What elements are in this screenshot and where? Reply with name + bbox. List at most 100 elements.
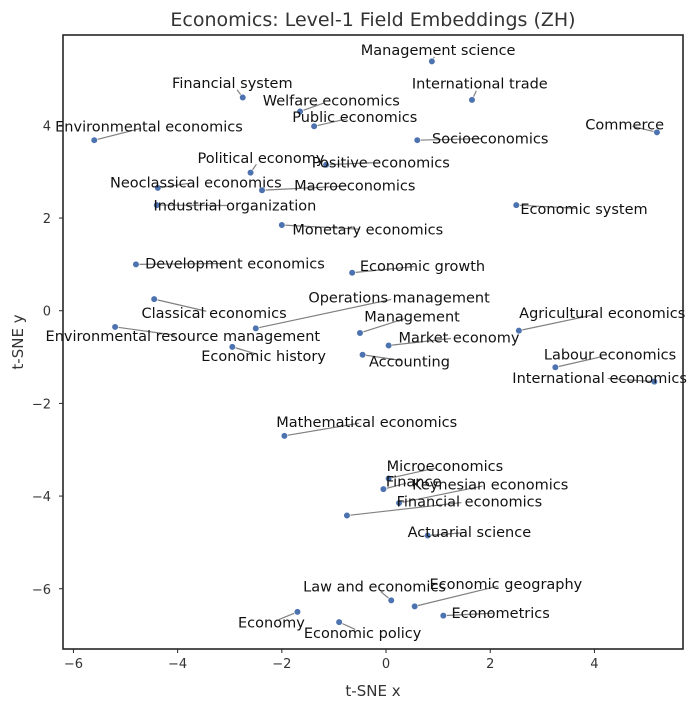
data-point (379, 485, 388, 493)
leader-line (299, 102, 324, 113)
leader-line (359, 318, 405, 334)
leader-line (518, 314, 595, 332)
data-points (90, 57, 661, 626)
leader-line (398, 485, 483, 504)
y-tick-label: −4 (32, 490, 51, 505)
point-label: Environmental economics (55, 119, 243, 135)
point-label: Classical economics (141, 306, 286, 322)
leader-line (388, 467, 438, 480)
x-axis-ticks: −6 −4 −2 0 2 4 (64, 649, 599, 672)
data-point (252, 324, 260, 332)
point-label: Microeconomics (387, 459, 504, 475)
data-point (335, 618, 343, 626)
point-label: Labour economics (544, 348, 676, 364)
x-tick-label: −6 (64, 657, 83, 672)
point-label: Welfare economics (263, 93, 400, 109)
y-tick-label: −6 (32, 583, 51, 598)
leader-line (94, 127, 142, 141)
leader-line (362, 354, 402, 362)
leader-line (281, 224, 360, 230)
leader-line (555, 355, 603, 368)
chart-title: Economics: Level-1 Field Embeddings (ZH) (170, 9, 575, 31)
data-point (385, 341, 393, 350)
leader-line (516, 204, 577, 209)
point-label: Law and economics (303, 579, 446, 595)
data-point (246, 169, 255, 177)
leader-line (154, 298, 207, 312)
point-label: International trade (412, 77, 548, 93)
data-point (512, 201, 520, 209)
leader-line (346, 501, 462, 517)
point-label: Accounting (369, 355, 450, 371)
data-point (653, 128, 661, 136)
point-label: Actuarial science (408, 525, 532, 541)
leader-line (284, 422, 359, 437)
data-point (387, 596, 395, 604)
leader-line (115, 326, 175, 336)
data-point (551, 363, 559, 371)
point-label: Operations management (308, 291, 490, 307)
point-label: Economy (238, 616, 305, 632)
point-label: Political economy (198, 151, 325, 167)
point-label: Economic policy (304, 626, 422, 642)
y-tick-label: 2 (43, 212, 51, 227)
point-label: Neoclassical economics (110, 175, 282, 191)
leader-lines (94, 56, 658, 631)
x-tick-label: 2 (486, 657, 494, 672)
point-label: Environmental resource management (46, 329, 321, 345)
point-label: Market economy (398, 331, 519, 347)
point-label: Socioeconomics (432, 131, 548, 147)
y-tick-label: −2 (32, 397, 51, 412)
point-label: Positive economics (312, 155, 450, 171)
data-point (411, 602, 419, 610)
data-point (296, 107, 304, 116)
data-point (515, 327, 523, 335)
leader-line (157, 182, 189, 189)
point-label: Keynesian economics (412, 477, 568, 493)
point-label: Economic history (201, 349, 326, 365)
data-point (154, 184, 162, 192)
leader-line (417, 137, 483, 141)
point-label: International economics (512, 371, 687, 387)
point-label: Mathematical economics (276, 415, 457, 431)
point-label: Economic system (520, 202, 647, 218)
point-label: Financial economics (397, 495, 543, 511)
plot-frame (62, 34, 684, 650)
data-point (322, 161, 330, 169)
point-label: Management science (361, 43, 516, 59)
x-tick-label: 0 (382, 657, 390, 672)
point-label: Monetary economics (292, 223, 443, 239)
leader-line (443, 612, 493, 617)
data-point (150, 295, 158, 303)
data-point (111, 323, 119, 331)
leader-line (414, 585, 499, 607)
leader-line (326, 162, 373, 166)
data-point (293, 608, 302, 616)
x-tick-label: −4 (168, 657, 187, 672)
point-label: Econometrics (451, 606, 549, 622)
data-point (132, 260, 140, 268)
data-point (90, 136, 98, 144)
leader-line (388, 337, 452, 347)
leader-line (383, 482, 407, 490)
data-point (258, 186, 266, 194)
data-point (278, 221, 286, 229)
data-point (239, 93, 247, 102)
point-labels: Management science Financial system Intern… (46, 43, 687, 642)
point-label: Finance (386, 474, 442, 490)
y-tick-label: 0 (43, 305, 51, 320)
point-label: Management (364, 309, 460, 325)
leader-line (313, 118, 348, 127)
point-label: Economic geography (429, 577, 582, 593)
data-point (280, 432, 289, 440)
data-point (413, 136, 421, 144)
leader-line (232, 346, 257, 355)
leader-line (135, 262, 227, 265)
data-point (428, 57, 436, 66)
data-point (343, 511, 351, 520)
data-point (310, 122, 318, 130)
leader-line (261, 185, 347, 191)
point-label: Commerce (585, 117, 664, 133)
leader-line (607, 377, 655, 383)
data-point (358, 351, 367, 359)
